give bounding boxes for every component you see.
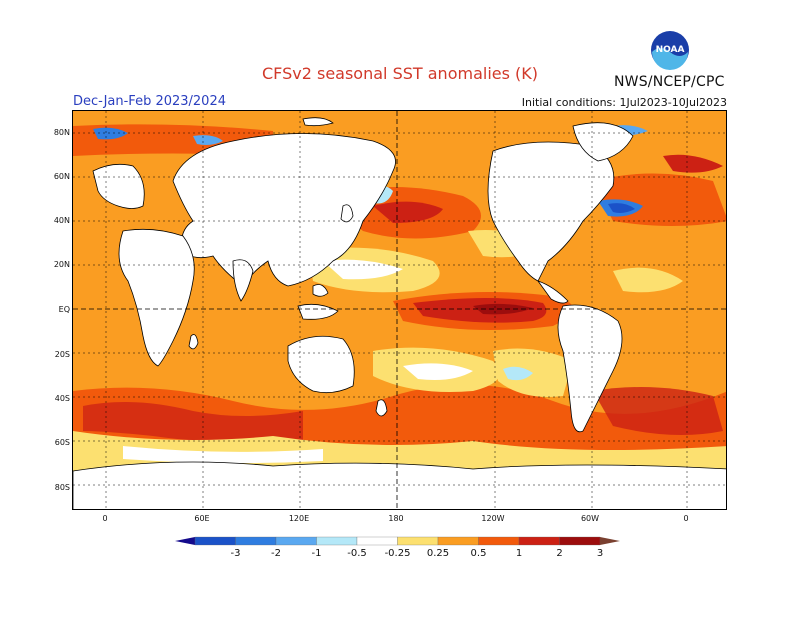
lon-label: 60E bbox=[194, 514, 210, 523]
land-masses bbox=[92, 117, 634, 433]
lat-label: 40N bbox=[53, 216, 70, 225]
agency-label: NWS/NCEP/CPC bbox=[614, 74, 725, 90]
colorbar-tick-label: -1 bbox=[311, 548, 322, 559]
colorbar-segment bbox=[478, 536, 520, 546]
colorbar-segment bbox=[518, 536, 560, 546]
colorbar bbox=[175, 532, 625, 562]
season-label: Dec-Jan-Feb 2023/2024 bbox=[73, 94, 226, 109]
lat-label: 20N bbox=[53, 260, 70, 269]
india bbox=[232, 259, 254, 302]
lon-label: 180 bbox=[388, 514, 404, 523]
colorbar-tick-label: -3 bbox=[230, 548, 241, 559]
anomaly-patches bbox=[73, 124, 726, 456]
colorbar-tick-label: -2 bbox=[271, 548, 281, 559]
lat-label: EQ bbox=[58, 305, 70, 314]
cold-anomalies bbox=[93, 125, 648, 217]
colorbar-segment bbox=[275, 536, 317, 546]
colorbar-segment bbox=[194, 536, 236, 546]
lat-label: 60S bbox=[54, 438, 70, 447]
colorbar-segment bbox=[316, 536, 358, 546]
new-zealand bbox=[375, 399, 388, 417]
colorbar-tick-label: 0.25 bbox=[426, 548, 450, 559]
arctic-island bbox=[302, 117, 334, 127]
lat-label: 40S bbox=[54, 394, 70, 403]
africa bbox=[118, 228, 195, 367]
lon-label: 0 bbox=[102, 514, 108, 523]
madagascar bbox=[188, 334, 199, 350]
lon-label: 120W bbox=[481, 514, 505, 523]
lon-label: 60W bbox=[580, 514, 600, 523]
logo-text: NOAA bbox=[656, 45, 685, 55]
south-america bbox=[557, 304, 623, 433]
colorbar-segment bbox=[559, 536, 601, 546]
lat-label: 80S bbox=[54, 483, 70, 492]
weak-anomaly-zones bbox=[73, 169, 726, 471]
lon-label: 0 bbox=[683, 514, 689, 523]
colorbar-segment bbox=[397, 536, 439, 546]
australia bbox=[287, 335, 355, 394]
colorbar-min-arrow bbox=[175, 537, 195, 545]
colorbar-segment bbox=[437, 536, 479, 546]
lon-label: 120E bbox=[288, 514, 310, 523]
borneo bbox=[312, 284, 329, 297]
initial-conditions-label: Initial conditions: 1Jul2023-10Jul2023 bbox=[521, 96, 727, 109]
sst-anomaly-map bbox=[72, 110, 727, 510]
colorbar-segment bbox=[356, 536, 398, 546]
colorbar-tick-label: 3 bbox=[596, 548, 604, 559]
colorbar-tick-label: 0.5 bbox=[470, 548, 487, 559]
indonesia bbox=[297, 303, 339, 320]
colorbar-tick-label: -0.5 bbox=[347, 548, 367, 559]
noaa-logo: NOAA bbox=[650, 30, 690, 70]
colorbar-max-arrow bbox=[600, 537, 620, 545]
colorbar-tick-label: 1 bbox=[515, 548, 523, 559]
greenland bbox=[572, 122, 634, 162]
lat-lon-grid bbox=[73, 111, 726, 509]
lat-label: 20S bbox=[54, 350, 70, 359]
central-america bbox=[536, 280, 569, 304]
map-title: CFSv2 seasonal SST anomalies (K) bbox=[262, 64, 538, 83]
colorbar-segment bbox=[235, 536, 277, 546]
lat-label: 60N bbox=[53, 172, 70, 181]
colorbar-tick-label: 2 bbox=[556, 548, 563, 559]
antarctica bbox=[73, 461, 726, 509]
colorbar-tick-label: -0.25 bbox=[384, 548, 411, 559]
lat-label: 80N bbox=[53, 128, 70, 137]
